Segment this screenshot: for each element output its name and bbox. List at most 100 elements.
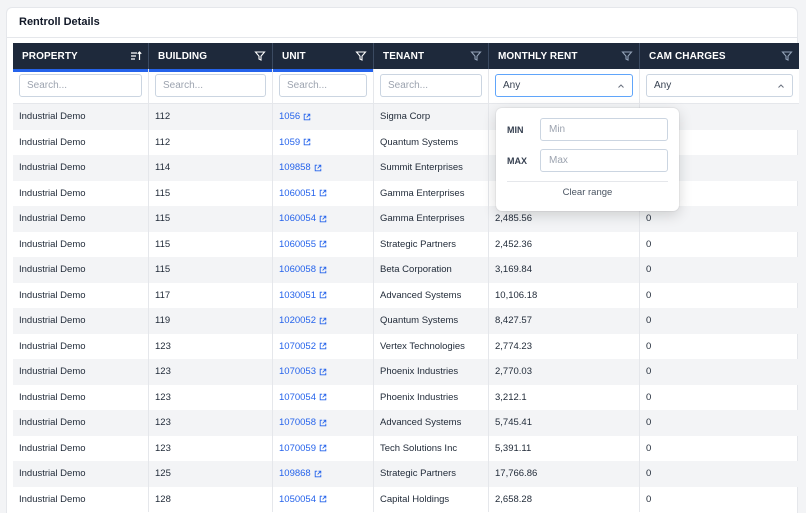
unit-link[interactable]: 109868 bbox=[279, 468, 322, 479]
unit-link[interactable]: 1056 bbox=[279, 111, 311, 122]
cell-tenant: Tech Solutions Inc bbox=[374, 435, 489, 461]
cam-charges-range-select[interactable]: Any bbox=[646, 74, 793, 97]
range-filter-popup: MIN MAX Clear range bbox=[496, 108, 679, 211]
table-row: Industrial Demo 125 109868 Strategic Partne… bbox=[13, 461, 799, 487]
table-row: Industrial Demo 115 1060058 Beta Corporatio… bbox=[13, 257, 799, 283]
unit-link[interactable]: 1070059 bbox=[279, 443, 327, 454]
cell-unit: 1060055 bbox=[273, 231, 374, 257]
unit-link[interactable]: 1060055 bbox=[279, 239, 327, 250]
column-header-unit[interactable]: UNIT bbox=[273, 43, 374, 72]
external-link-icon bbox=[314, 470, 322, 478]
external-link-icon bbox=[319, 495, 327, 503]
external-link-icon bbox=[319, 266, 327, 274]
unit-link[interactable]: 1070054 bbox=[279, 392, 327, 403]
cell-property: Industrial Demo bbox=[13, 180, 149, 206]
cell-cam-charges: 0 bbox=[646, 264, 652, 276]
filter-icon[interactable] bbox=[781, 50, 793, 62]
unit-link-text: 1060051 bbox=[279, 187, 316, 199]
cell-unit: 1059 bbox=[273, 129, 374, 155]
cell-property: Industrial Demo bbox=[13, 231, 149, 257]
cell-tenant: Advanced Systems bbox=[374, 410, 489, 436]
unit-link-text: 1060055 bbox=[279, 238, 316, 250]
unit-link[interactable]: 1070053 bbox=[279, 366, 327, 377]
sort-ascending-icon[interactable] bbox=[130, 50, 142, 62]
unit-link-text: 1056 bbox=[279, 111, 301, 123]
column-label: TENANT bbox=[383, 50, 425, 62]
min-row: MIN bbox=[507, 118, 668, 141]
column-header-building[interactable]: BUILDING bbox=[149, 43, 273, 72]
max-input[interactable] bbox=[540, 149, 668, 172]
external-link-icon bbox=[319, 444, 327, 452]
cell-building: 112 bbox=[149, 129, 273, 155]
table-row: Industrial Demo 123 1070054 Phoenix Industr… bbox=[13, 384, 799, 410]
max-label: MAX bbox=[507, 155, 527, 166]
filter-icon[interactable] bbox=[621, 50, 633, 62]
unit-link-text: 1020052 bbox=[279, 315, 316, 327]
cell-property: Industrial Demo bbox=[13, 435, 149, 461]
cell-property: Industrial Demo bbox=[13, 155, 149, 181]
external-link-icon bbox=[319, 393, 327, 401]
cell-cam-charges: 0 bbox=[646, 366, 652, 378]
external-link-icon bbox=[319, 342, 327, 350]
monthly-rent-range-select[interactable]: Any bbox=[495, 74, 633, 97]
cell-tenant: Summit Enterprises bbox=[374, 155, 489, 181]
column-header-property[interactable]: PROPERTY bbox=[13, 43, 149, 72]
filter-icon[interactable] bbox=[254, 50, 266, 62]
external-link-icon bbox=[319, 215, 327, 223]
unit-link[interactable]: 1030051 bbox=[279, 290, 327, 301]
cell-tenant: Quantum Systems bbox=[374, 129, 489, 155]
cell-unit: 1020052 bbox=[273, 308, 374, 334]
column-header-tenant[interactable]: TENANT bbox=[374, 43, 489, 69]
unit-link[interactable]: 1060058 bbox=[279, 264, 327, 275]
cell-cam-charges: 0 bbox=[646, 417, 652, 429]
cell-building: 117 bbox=[149, 282, 273, 308]
cell-monthly-rent: 2,452.36 bbox=[489, 231, 640, 257]
unit-link[interactable]: 1060051 bbox=[279, 188, 327, 199]
table-body: Industrial Demo 112 1056 Sigma Corp Industri… bbox=[13, 104, 799, 512]
cell-monthly-rent: 2,770.03 bbox=[489, 359, 640, 385]
cell-monthly-rent: 2,774.23 bbox=[489, 333, 640, 359]
cell-cam-charges: 0 bbox=[646, 289, 652, 301]
min-input[interactable] bbox=[540, 118, 668, 141]
clear-range-button[interactable]: Clear range bbox=[562, 187, 613, 198]
building-search-input[interactable] bbox=[155, 74, 266, 97]
filter-icon[interactable] bbox=[355, 50, 367, 62]
cell-building: 125 bbox=[149, 461, 273, 487]
property-search-input[interactable] bbox=[19, 74, 142, 97]
unit-link[interactable]: 1070058 bbox=[279, 417, 327, 428]
cell-cam-charges: 0 bbox=[646, 238, 652, 250]
filter-cell-cam-charges: Any bbox=[640, 69, 799, 104]
cell-monthly-rent: 10,106.18 bbox=[489, 282, 640, 308]
column-header-cam-charges[interactable]: CAM CHARGES bbox=[640, 43, 799, 69]
cell-building: 115 bbox=[149, 257, 273, 283]
cell-unit: 1030051 bbox=[273, 282, 374, 308]
unit-link-text: 1059 bbox=[279, 136, 301, 148]
filter-cell-unit bbox=[273, 69, 374, 104]
external-link-icon bbox=[319, 189, 327, 197]
cell-unit: 1070059 bbox=[273, 435, 374, 461]
column-header-monthly-rent[interactable]: MONTHLY RENT bbox=[489, 43, 640, 69]
cell-tenant: Vertex Technologies bbox=[374, 333, 489, 359]
unit-link-text: 1050054 bbox=[279, 493, 316, 505]
cell-building: 123 bbox=[149, 435, 273, 461]
unit-search-input[interactable] bbox=[279, 74, 367, 97]
unit-link-text: 1060058 bbox=[279, 264, 316, 276]
unit-link[interactable]: 1059 bbox=[279, 137, 311, 148]
cell-property: Industrial Demo bbox=[13, 206, 149, 232]
unit-link[interactable]: 1020052 bbox=[279, 315, 327, 326]
unit-link[interactable]: 1050054 bbox=[279, 494, 327, 505]
cell-unit: 1070052 bbox=[273, 333, 374, 359]
cell-cam-charges: 0 bbox=[646, 493, 652, 505]
tenant-search-input[interactable] bbox=[380, 74, 482, 97]
cell-monthly-rent: 17,766.86 bbox=[489, 461, 640, 487]
unit-link[interactable]: 109858 bbox=[279, 162, 322, 173]
cell-tenant: Beta Corporation bbox=[374, 257, 489, 283]
table-row: Industrial Demo 128 1050054 Capital Holding… bbox=[13, 486, 799, 512]
unit-link[interactable]: 1060054 bbox=[279, 213, 327, 224]
cell-property: Industrial Demo bbox=[13, 333, 149, 359]
unit-link[interactable]: 1070052 bbox=[279, 341, 327, 352]
filter-icon[interactable] bbox=[470, 50, 482, 62]
cell-building: 119 bbox=[149, 308, 273, 334]
select-value: Any bbox=[503, 80, 521, 91]
filter-cell-building bbox=[149, 69, 273, 104]
